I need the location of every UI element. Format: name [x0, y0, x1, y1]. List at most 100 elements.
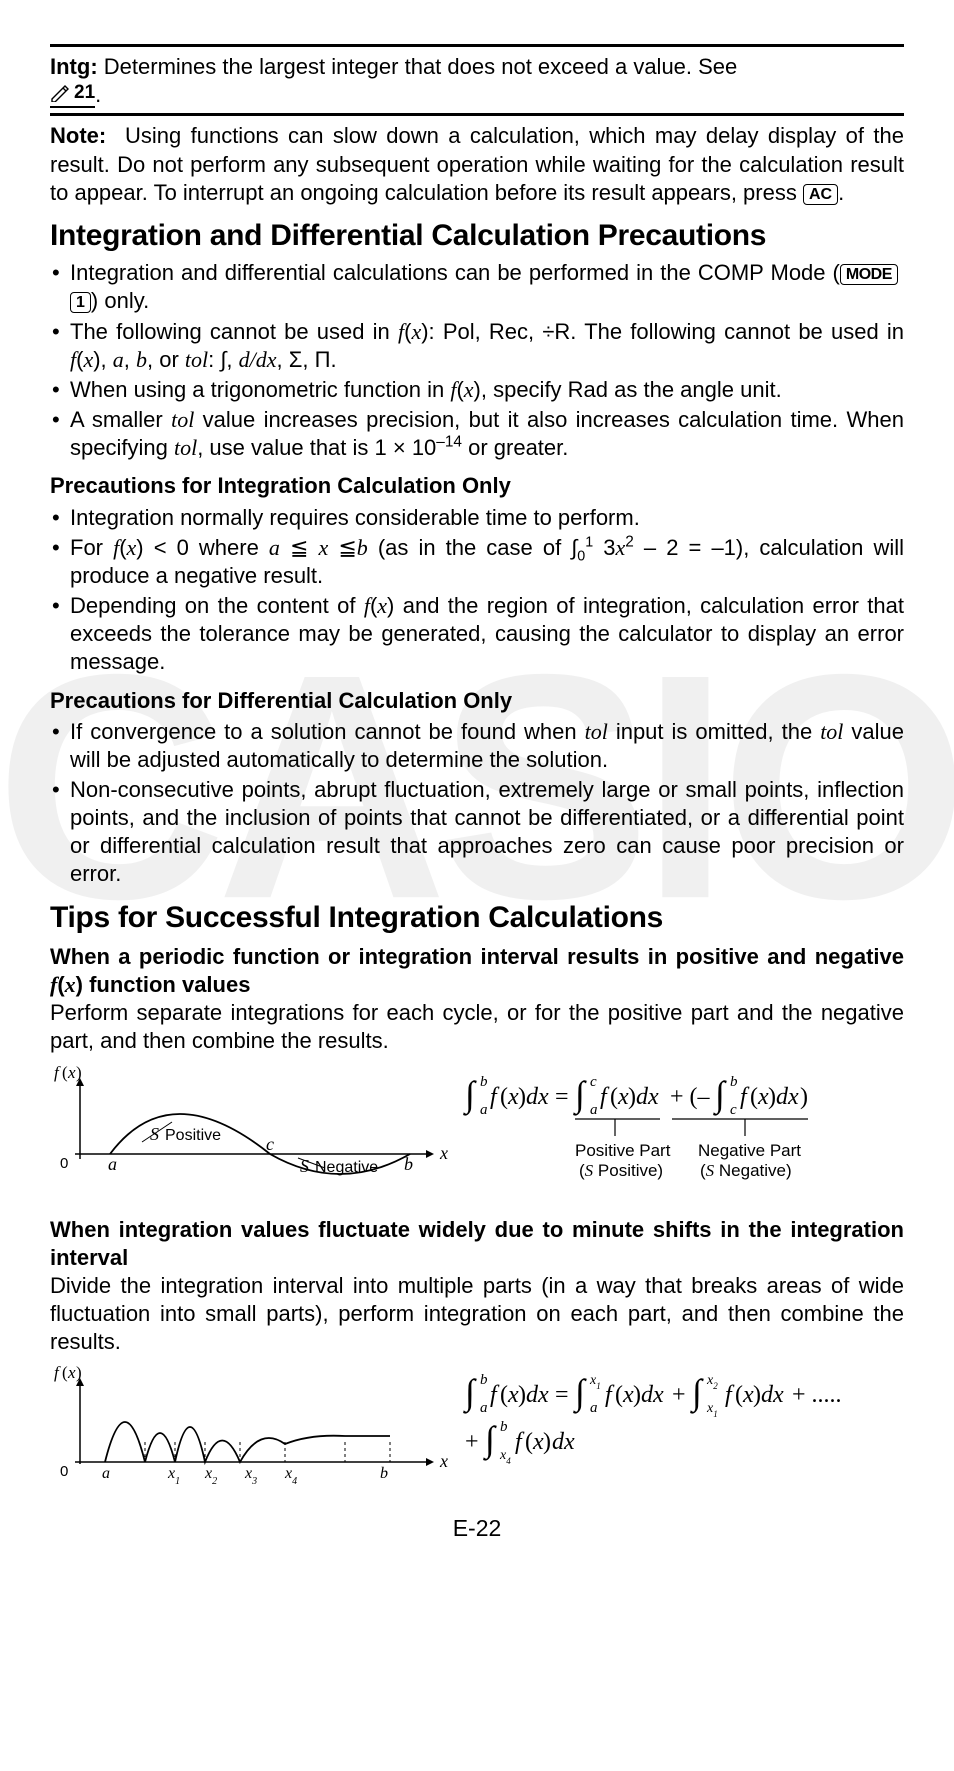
svg-text:S: S — [150, 1124, 159, 1144]
svg-text:(: ( — [750, 1084, 758, 1110]
tip2-body: Divide the integration interval into mul… — [50, 1272, 904, 1356]
svg-text:): ) — [76, 1364, 82, 1382]
tip2-graph: f ( x ) 0 a x1 x2 x3 x4 b x — [50, 1364, 450, 1494]
tip2-equation: ∫ a b f(x)dx = ∫ a x1 f(x)dx + ∫ x1 x2 f… — [460, 1364, 900, 1474]
svg-text:b: b — [480, 1372, 488, 1388]
svg-text:x: x — [439, 1143, 448, 1163]
sub1-b2: For f(x) < 0 where a ≦ x ≦b (as in the c… — [50, 534, 904, 590]
svg-text:f: f — [515, 1429, 525, 1455]
svg-text:b: b — [404, 1154, 413, 1174]
rule-2 — [50, 113, 904, 116]
pencil-ref-21: 21 — [50, 81, 95, 108]
intg-text: Determines the largest integer that does… — [104, 54, 738, 79]
svg-text:dx: dx — [636, 1084, 659, 1110]
svg-text:): ) — [76, 1064, 82, 1082]
sub2-bullets: If convergence to a solution cannot be f… — [50, 718, 904, 889]
tip2-figure-row: f ( x ) 0 a x1 x2 x3 x4 b x — [50, 1364, 904, 1494]
svg-text:∫: ∫ — [573, 1372, 587, 1414]
svg-text:b: b — [500, 1419, 508, 1435]
sub1-b1: Integration normally requires considerab… — [50, 504, 904, 532]
svg-text:b: b — [480, 1074, 488, 1090]
svg-text:∫: ∫ — [713, 1074, 727, 1116]
svg-text:): ) — [628, 1084, 636, 1110]
sub2-b2: Non-consecutive points, abrupt fluctuati… — [50, 776, 904, 889]
svg-text:f: f — [600, 1084, 610, 1110]
sub2-b1: If convergence to a solution cannot be f… — [50, 718, 904, 774]
tip1-equation: ∫ a b f(x)dx = ∫ a c f(x)dx + (– ∫ c b f… — [460, 1064, 890, 1204]
svg-text:a: a — [480, 1400, 488, 1416]
svg-text:(: ( — [500, 1084, 508, 1110]
section1-bullets: Integration and differential calculation… — [50, 259, 904, 462]
svg-text:dx: dx — [526, 1084, 549, 1110]
tip2-head: When integration values fluctuate widely… — [50, 1216, 904, 1272]
svg-text:Negative: Negative — [315, 1159, 378, 1176]
note-block: Note: Using functions can slow down a ca… — [50, 122, 904, 206]
svg-text:): ) — [543, 1429, 551, 1455]
svg-text:dx: dx — [776, 1084, 799, 1110]
svg-text:=: = — [555, 1084, 569, 1110]
svg-text:): ) — [753, 1382, 761, 1408]
svg-text:(S Negative): (S Negative) — [700, 1161, 792, 1180]
svg-text:+ (–: + (– — [670, 1084, 711, 1110]
svg-text:c: c — [730, 1102, 737, 1118]
sub2-title: Precautions for Differential Calculation… — [50, 687, 904, 715]
svg-text:): ) — [518, 1382, 526, 1408]
svg-text:f: f — [54, 1064, 61, 1082]
tip1-head: When a periodic function or integration … — [50, 943, 904, 999]
svg-text:(: ( — [500, 1382, 508, 1408]
svg-text:a: a — [590, 1102, 598, 1118]
mode-key: MODE — [840, 264, 898, 285]
svg-text:f: f — [740, 1084, 750, 1110]
svg-text:(: ( — [610, 1084, 618, 1110]
svg-text:dx: dx — [552, 1429, 575, 1455]
bullet-trig: When using a trigonometric function in f… — [50, 376, 904, 404]
section2-title: Tips for Successful Integration Calculat… — [50, 899, 904, 937]
svg-text:f: f — [490, 1084, 500, 1110]
svg-text:∫: ∫ — [463, 1074, 477, 1116]
bullet-cannot-use: The following cannot be used in f(x): Po… — [50, 318, 904, 374]
svg-text:S: S — [300, 1156, 309, 1176]
svg-text:): ) — [633, 1382, 641, 1408]
svg-text:0: 0 — [60, 1463, 68, 1480]
svg-text:b: b — [380, 1465, 388, 1482]
svg-text:x1: x1 — [706, 1401, 718, 1419]
svg-text:+ .....: + ..... — [792, 1382, 842, 1408]
svg-text:f: f — [725, 1382, 735, 1408]
bullet-tol: A smaller tol value increases precision,… — [50, 406, 904, 462]
svg-text:∫: ∫ — [483, 1419, 497, 1461]
one-key: 1 — [70, 292, 91, 313]
intg-label: Intg: — [50, 54, 98, 79]
svg-text:x4: x4 — [284, 1465, 297, 1487]
svg-text:x4: x4 — [499, 1448, 511, 1466]
svg-text:): ) — [518, 1084, 526, 1110]
svg-text:x1: x1 — [167, 1465, 180, 1487]
svg-text:∫: ∫ — [573, 1074, 587, 1116]
svg-text:a: a — [108, 1154, 117, 1174]
svg-text:x: x — [67, 1064, 76, 1082]
svg-text:c: c — [590, 1074, 597, 1090]
svg-text:dx: dx — [526, 1382, 549, 1408]
svg-text:x1: x1 — [589, 1373, 601, 1391]
sub1-title: Precautions for Integration Calculation … — [50, 472, 904, 500]
svg-text:x: x — [67, 1364, 76, 1382]
svg-text:Negative Part: Negative Part — [698, 1141, 801, 1160]
svg-text:dx: dx — [641, 1382, 664, 1408]
page-number: E-22 — [50, 1514, 904, 1543]
sub1-bullets: Integration normally requires considerab… — [50, 504, 904, 677]
svg-text:f: f — [490, 1382, 500, 1408]
ac-key: AC — [803, 184, 838, 205]
svg-text:(: ( — [615, 1382, 623, 1408]
svg-text:a: a — [102, 1465, 110, 1482]
svg-text:f: f — [54, 1364, 61, 1382]
tip1-figure-row: f ( x ) 0 a c b x S Positive S Negative … — [50, 1064, 904, 1204]
svg-text:∫: ∫ — [690, 1372, 704, 1414]
bullet-comp-mode: Integration and differential calculation… — [50, 259, 904, 315]
svg-text:(: ( — [525, 1429, 533, 1455]
svg-text:): ) — [800, 1084, 808, 1110]
svg-text:x: x — [439, 1451, 448, 1471]
svg-text:(S Positive): (S Positive) — [579, 1161, 663, 1180]
svg-text:(: ( — [735, 1382, 743, 1408]
svg-text:x3: x3 — [244, 1465, 257, 1487]
svg-text:+: + — [672, 1382, 686, 1408]
ref-num: 21 — [74, 81, 95, 105]
